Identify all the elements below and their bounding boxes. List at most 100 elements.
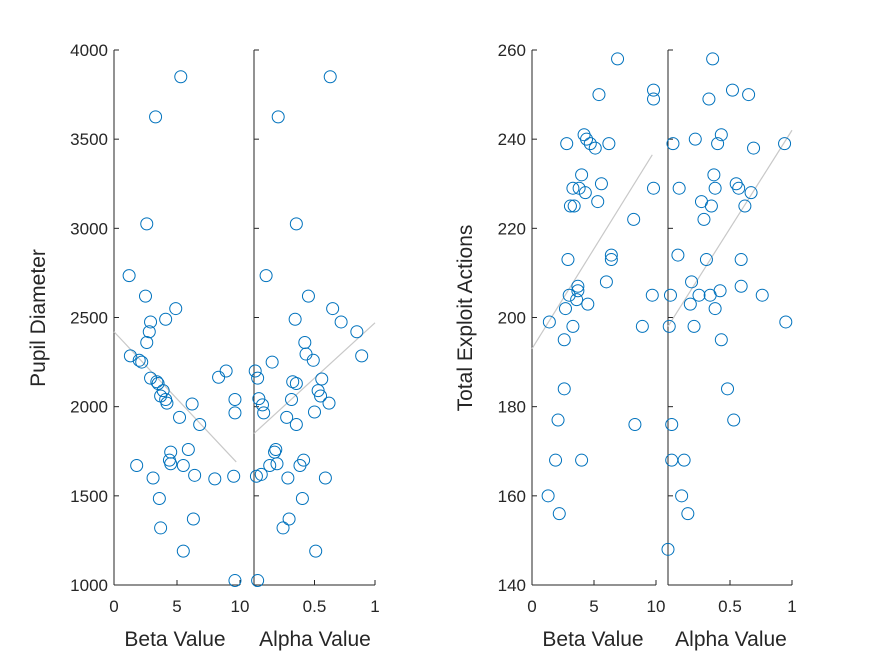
- y-tick-label: 140: [498, 576, 526, 595]
- scatter-point: [280, 410, 294, 424]
- y-axis-label-pupil-diameter: Pupil Diameter: [27, 249, 50, 387]
- scatter-point: [558, 302, 572, 316]
- chart-total-exploit-actions: Total Exploit Actions Beta Value Alpha V…: [454, 41, 797, 651]
- scatter-point: [677, 453, 691, 467]
- scatter-point: [299, 347, 313, 361]
- scatter-point: [744, 186, 758, 200]
- x-tick-label: 1: [787, 597, 796, 616]
- scatter-point: [282, 512, 296, 526]
- scatter-point: [276, 521, 290, 535]
- scatter-point: [575, 453, 589, 467]
- scatter-point: [665, 418, 679, 431]
- scatter-point: [714, 333, 728, 347]
- scatter-point: [592, 88, 606, 102]
- scatter-point: [666, 137, 680, 151]
- scatter-point: [181, 442, 195, 456]
- scatter-point: [174, 70, 188, 84]
- scatter-point: [729, 177, 743, 191]
- scatter-point: [692, 288, 706, 302]
- scatter-point: [251, 371, 265, 385]
- scatter-point: [228, 574, 242, 588]
- scatter-point: [188, 468, 202, 482]
- scatter-point: [661, 542, 675, 556]
- panel-1-0: 140 160 180 200 220 240 260 0 5 10: [498, 41, 666, 616]
- scatter-point: [176, 544, 190, 558]
- scatter-point: [581, 297, 595, 311]
- scatter-point: [322, 396, 336, 410]
- scatter-point: [140, 217, 154, 231]
- panel-0-0: 1000 1500 2000 2500 3000 3500 4000 0 5 10: [70, 41, 249, 616]
- scatter-point: [154, 521, 168, 535]
- scatter-point: [309, 544, 323, 558]
- scatter-point: [186, 512, 200, 526]
- scatter-point: [557, 382, 571, 396]
- y-axis-label-total-exploit-actions: Total Exploit Actions: [454, 225, 477, 412]
- scatter-point: [755, 288, 769, 302]
- y-tick-label: 2500: [70, 309, 108, 328]
- x-axis-label-alpha-exploit: Alpha Value: [675, 628, 787, 651]
- x-tick-label: 10: [231, 597, 250, 616]
- scatter-point: [562, 288, 576, 302]
- scatter-point: [254, 467, 268, 481]
- scatter-point: [285, 393, 299, 407]
- scatter-point: [647, 92, 661, 106]
- scatter-point: [140, 335, 154, 349]
- scatter-point: [295, 492, 309, 506]
- scatter-point: [334, 315, 348, 329]
- scatter-point: [571, 284, 585, 298]
- scatter-point: [142, 325, 156, 339]
- scatter-point: [306, 353, 320, 367]
- scatter-point: [151, 376, 165, 390]
- scatter-point: [561, 253, 575, 267]
- scatter-point: [122, 269, 136, 283]
- scatter-point: [697, 212, 711, 226]
- scatter-point: [150, 375, 164, 389]
- scatter-point: [779, 315, 793, 329]
- scatter-point: [132, 353, 146, 367]
- scatter-point: [289, 418, 303, 431]
- scatter-point: [671, 248, 685, 262]
- scatter-point: [594, 177, 608, 191]
- scatter-point: [685, 275, 699, 289]
- scatter-point: [298, 335, 312, 349]
- y-tick-label: 160: [498, 487, 526, 506]
- scatter-point: [549, 453, 563, 467]
- scatter-point: [251, 574, 265, 588]
- x-axis-label-beta-exploit: Beta Value: [542, 628, 643, 651]
- scatter-point: [552, 507, 566, 521]
- scatter-point: [707, 168, 721, 182]
- scatter-point: [208, 472, 222, 486]
- scatter-point: [159, 312, 173, 326]
- scatter-point: [350, 325, 364, 339]
- x-tick-label: 1: [370, 597, 379, 616]
- scatter-point: [227, 469, 241, 483]
- fit-line: [667, 129, 793, 327]
- scatter-point: [252, 392, 266, 406]
- scatter-point: [263, 459, 277, 473]
- scatter-point: [323, 70, 337, 84]
- y-tick-label: 1500: [70, 487, 108, 506]
- scatter-point: [628, 418, 642, 431]
- fit-line: [253, 322, 376, 434]
- y-tick-label: 4000: [70, 41, 108, 60]
- scatter-point: [662, 319, 676, 333]
- scatter-point: [570, 293, 584, 307]
- fit-line: [113, 331, 237, 463]
- scatter-point: [228, 406, 242, 420]
- x-tick-label: 0.5: [718, 597, 742, 616]
- scatter-point: [742, 88, 756, 102]
- scatter-point: [139, 289, 152, 303]
- scatter-point: [169, 302, 183, 316]
- scatter-point: [176, 459, 190, 473]
- scatter-point: [270, 457, 284, 471]
- scatter-point: [580, 132, 594, 146]
- scatter-point: [645, 288, 659, 302]
- scatter-point: [747, 141, 761, 155]
- scatter-point: [738, 199, 752, 213]
- scatter-point: [713, 284, 727, 298]
- scatter-point: [156, 384, 170, 398]
- scatter-point: [228, 393, 242, 407]
- x-tick-label: 10: [647, 597, 666, 616]
- scatter-point: [647, 181, 661, 195]
